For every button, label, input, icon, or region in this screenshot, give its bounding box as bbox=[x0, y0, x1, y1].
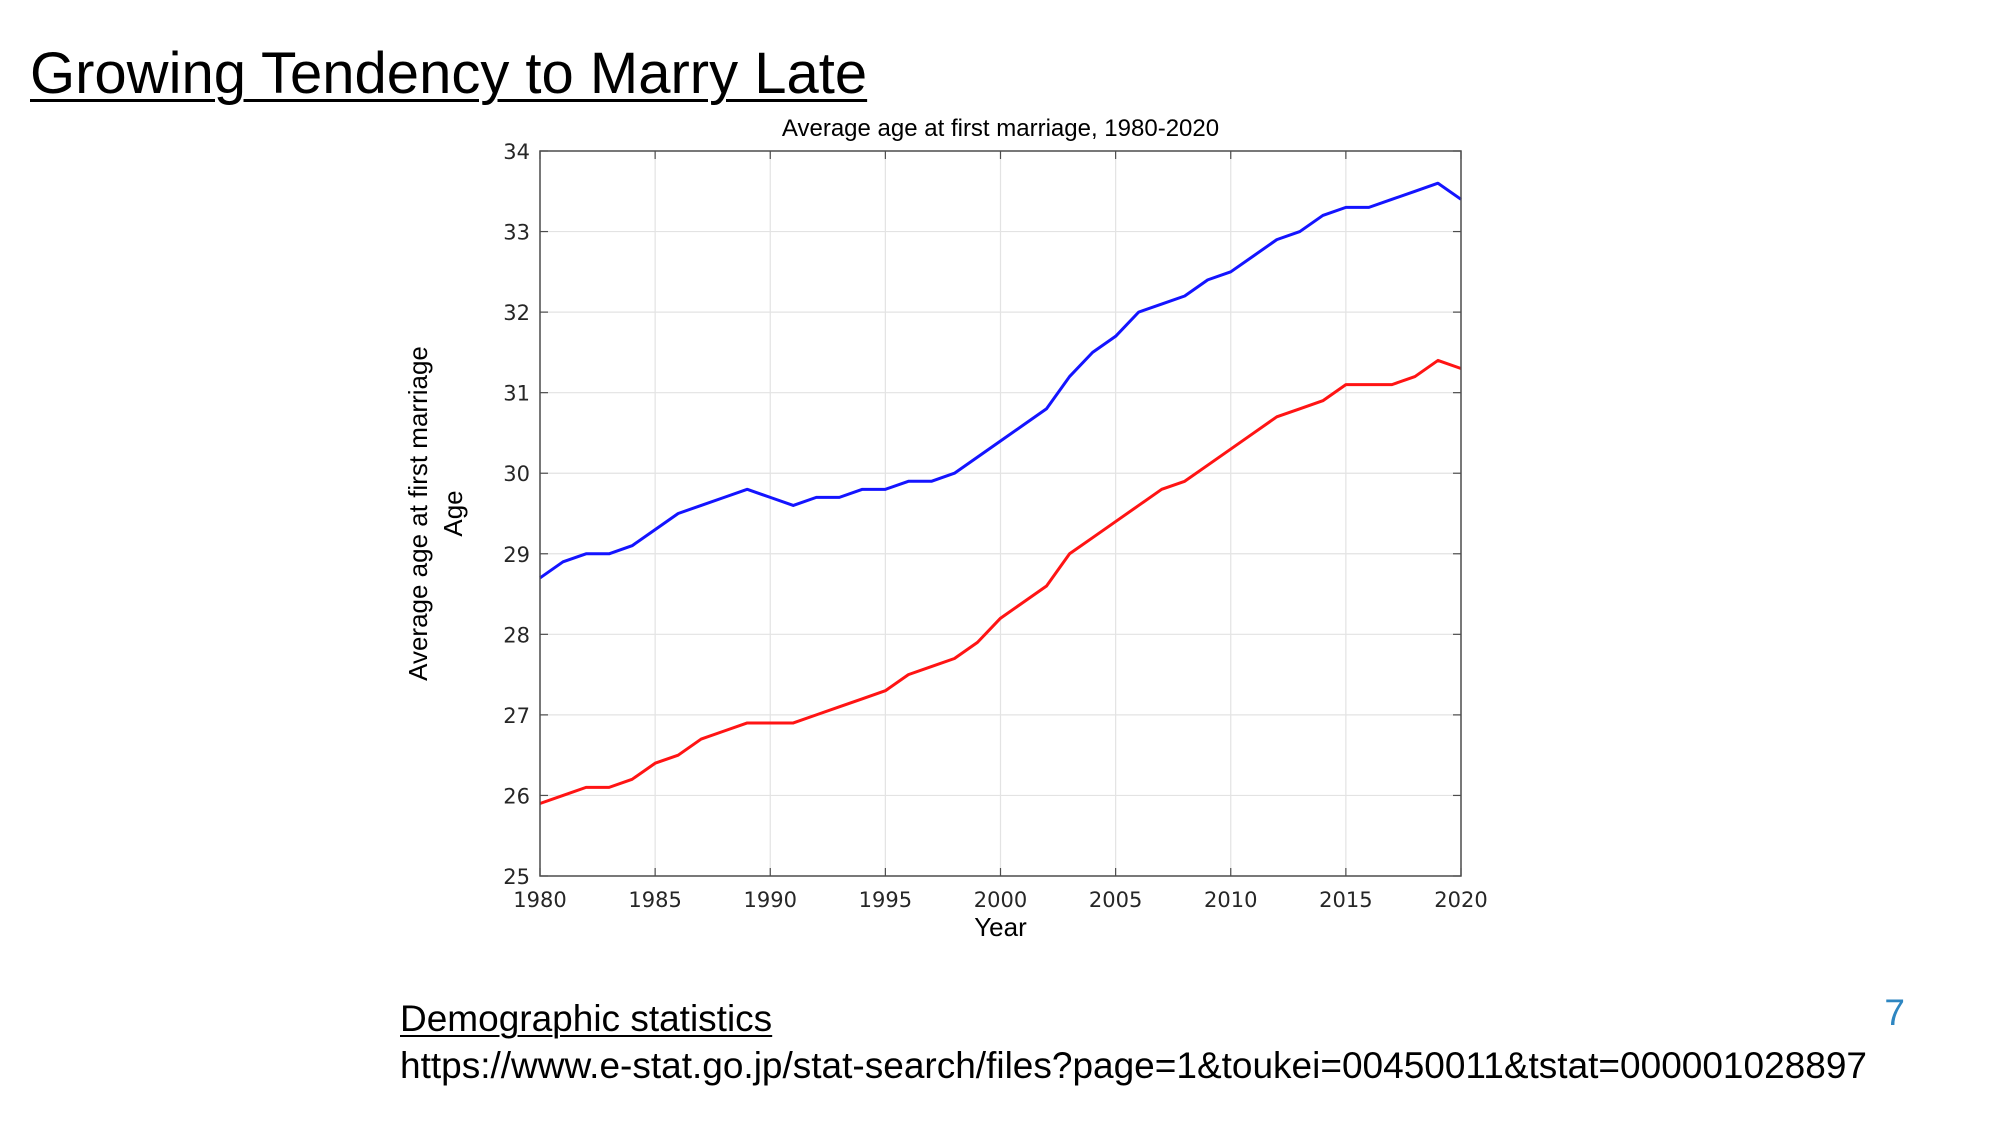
y-tick-label: 30 bbox=[503, 462, 530, 486]
x-tick-label: 1990 bbox=[744, 888, 797, 912]
slide-title: Growing Tendency to Marry Late bbox=[30, 41, 868, 106]
y-tick-label: 27 bbox=[503, 704, 530, 728]
x-tick-label: 2005 bbox=[1089, 888, 1142, 912]
x-tick-label: 2010 bbox=[1204, 888, 1257, 912]
y-axis-label-line-2: Age bbox=[438, 490, 468, 536]
y-tick-label: 29 bbox=[503, 543, 530, 567]
source-link[interactable]: Demographic statistics bbox=[400, 998, 773, 1039]
x-tick-label: 1980 bbox=[513, 888, 566, 912]
y-tick-label: 34 bbox=[503, 140, 530, 164]
x-tick-label: 2015 bbox=[1319, 888, 1372, 912]
y-tick-label: 25 bbox=[503, 865, 530, 889]
y-tick-label: 26 bbox=[503, 784, 530, 808]
chart-ticks: 1980 1985 1990 1995 2000 2005 2010 2015 2020 25 26… bbox=[503, 140, 1487, 912]
source-url: https://www.e-stat.go.jp/stat-search/fil… bbox=[400, 1045, 1867, 1086]
x-tick-label: 2000 bbox=[974, 888, 1027, 912]
page-number: 7 bbox=[1884, 992, 1905, 1033]
x-axis-label: Year bbox=[974, 912, 1027, 942]
y-tick-label: 31 bbox=[503, 382, 530, 406]
chart-title: Average age at first marriage, 1980-2020 bbox=[782, 115, 1219, 142]
series-line-1 bbox=[539, 181, 1462, 580]
y-tick-label: 28 bbox=[503, 623, 530, 647]
y-tick-label: 32 bbox=[503, 301, 530, 325]
x-tick-label: 1985 bbox=[628, 888, 681, 912]
chart-series bbox=[539, 181, 1462, 805]
x-tick-label: 2020 bbox=[1434, 888, 1487, 912]
y-tick-label: 33 bbox=[503, 221, 530, 245]
y-axis-label-line-1: Average age at first marriage bbox=[403, 346, 433, 681]
x-tick-label: 1995 bbox=[859, 888, 912, 912]
series-line-2 bbox=[539, 358, 1462, 805]
